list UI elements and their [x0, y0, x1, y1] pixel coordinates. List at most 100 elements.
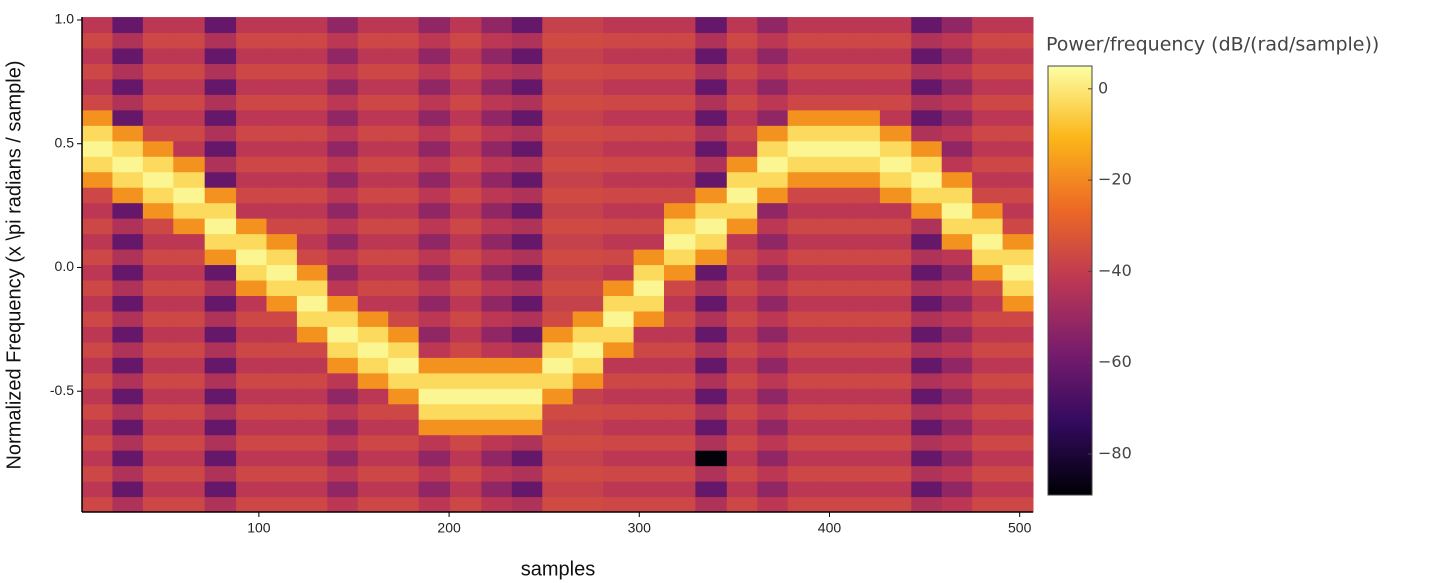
heatmap-cell [236, 403, 267, 420]
heatmap-cell [787, 78, 819, 95]
heatmap-cell [418, 63, 451, 80]
heatmap-cell [357, 156, 389, 173]
heatmap-cell [695, 156, 728, 173]
heatmap-cell [787, 156, 819, 173]
heatmap-cell [266, 187, 298, 204]
heatmap-cell [542, 78, 574, 95]
heatmap-cell [695, 140, 728, 157]
heatmap-cell [204, 202, 237, 219]
heatmap-cell [787, 233, 819, 250]
heatmap-cell [142, 78, 174, 95]
heatmap-cell [879, 63, 912, 80]
heatmap-cell [327, 403, 359, 420]
heatmap-cell [972, 481, 1004, 498]
heatmap-cell [818, 125, 850, 142]
heatmap-cell [1002, 450, 1034, 467]
heatmap-cell [266, 171, 298, 188]
heatmap-cell [388, 388, 420, 405]
heatmap-cell [911, 310, 943, 327]
heatmap-cell [757, 310, 789, 327]
heatmap-cell [603, 94, 635, 111]
x-axis-label: samples [521, 558, 595, 580]
heatmap-cell [726, 403, 758, 420]
heatmap-cell [511, 419, 543, 436]
heatmap-cell [572, 63, 604, 80]
heatmap-cell [82, 496, 113, 513]
heatmap-cell [236, 156, 267, 173]
heatmap-cell [327, 249, 359, 266]
heatmap-cell [112, 156, 144, 173]
heatmap-cell [757, 32, 789, 49]
heatmap-cell [664, 63, 696, 80]
heatmap-cell [879, 187, 912, 204]
heatmap-cell [296, 388, 328, 405]
heatmap-cell [1002, 47, 1034, 64]
heatmap-cell [204, 403, 237, 420]
heatmap-cell [757, 140, 789, 157]
heatmap-cell [357, 249, 389, 266]
heatmap-cell [603, 280, 635, 296]
heatmap-cell [911, 125, 943, 142]
heatmap-cell [972, 280, 1004, 296]
heatmap-cell [173, 218, 206, 235]
heatmap-cell [941, 218, 973, 235]
heatmap-cell [633, 388, 665, 405]
heatmap-cell [818, 109, 850, 126]
heatmap-cell [941, 125, 973, 142]
heatmap-cell [357, 233, 389, 250]
heatmap-cell [603, 372, 635, 389]
heatmap-cell [941, 326, 973, 343]
heatmap-cell [511, 465, 543, 482]
heatmap-cell [787, 357, 819, 374]
heatmap-cell [204, 125, 237, 142]
heatmap-cell [173, 233, 206, 250]
x-tick-label: 400 [818, 520, 842, 536]
heatmap-cell [204, 326, 237, 343]
heatmap-cell [142, 465, 174, 482]
heatmap-cell [327, 78, 359, 95]
heatmap-cell [450, 280, 482, 296]
heatmap-cell [112, 187, 144, 204]
heatmap-cell [204, 32, 237, 49]
heatmap-cell [664, 187, 696, 204]
heatmap-cell [327, 109, 359, 126]
heatmap-cell [972, 63, 1004, 80]
heatmap-cell [972, 403, 1004, 420]
heatmap-cell [481, 156, 513, 173]
heatmap-cell [972, 295, 1004, 312]
heatmap-cell [726, 233, 758, 250]
heatmap-cell [511, 202, 543, 219]
heatmap-cell [173, 419, 206, 436]
heatmap-cell [911, 218, 943, 235]
heatmap-cell [173, 357, 206, 374]
heatmap-cell [572, 280, 604, 296]
heatmap-cell [388, 372, 420, 389]
heatmap-cell [911, 249, 943, 266]
heatmap-cell [757, 249, 789, 266]
heatmap-cell [266, 233, 298, 250]
heatmap-cell [204, 94, 237, 111]
heatmap-cell [296, 450, 328, 467]
heatmap-cell [357, 388, 389, 405]
heatmap-cell [941, 357, 973, 374]
heatmap-cell [388, 187, 420, 204]
heatmap-cell [450, 78, 482, 95]
heatmap-cell [82, 295, 113, 312]
heatmap-cell [1002, 280, 1034, 296]
heatmap-cell [911, 171, 943, 188]
heatmap-cell [848, 156, 881, 173]
heatmap-cell [82, 434, 113, 451]
heatmap-cell [848, 372, 881, 389]
heatmap-cell [726, 140, 758, 157]
heatmap-cell [236, 47, 267, 64]
heatmap-cell [142, 125, 174, 142]
heatmap-cell [911, 357, 943, 374]
heatmap-cell [911, 63, 943, 80]
heatmap-cell [757, 171, 789, 188]
heatmap-cell [633, 218, 665, 235]
heatmap-cell [879, 156, 912, 173]
heatmap-cell [112, 233, 144, 250]
heatmap-cell [296, 496, 328, 513]
heatmap-cell [142, 326, 174, 343]
heatmap-cell [848, 264, 881, 281]
